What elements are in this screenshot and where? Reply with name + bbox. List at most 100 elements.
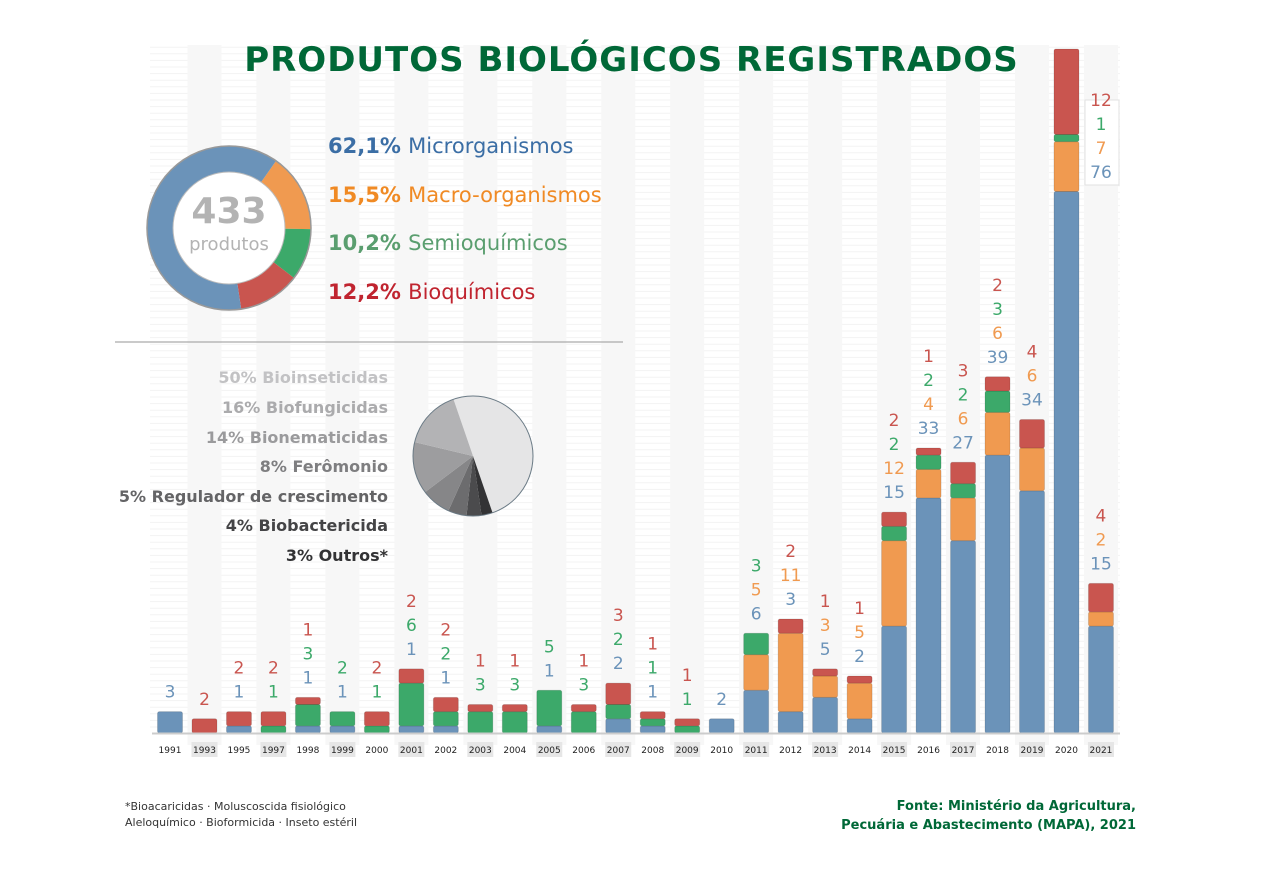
value-label-macro: 12 xyxy=(883,459,905,479)
pie-slice xyxy=(473,456,493,516)
donut-total-label: produtos xyxy=(189,234,269,255)
value-label-bioq: 2 xyxy=(785,542,796,562)
bar-segment-bioq xyxy=(260,711,287,727)
value-label-bioq: 12 xyxy=(1090,91,1112,111)
legend-name: Macro-organismos xyxy=(408,183,602,207)
bar-segment-bioq xyxy=(950,461,977,485)
x-tick-label: 2002 xyxy=(434,746,457,756)
x-tick-label: 1993 xyxy=(193,746,216,756)
bar-segment-microrganismos xyxy=(639,725,666,734)
bar-segment-semio xyxy=(570,711,597,734)
x-tick-label: 2020 xyxy=(1055,746,1078,756)
year-highlight xyxy=(191,742,218,757)
bar-group-2003: 3 1 2003 xyxy=(467,652,494,757)
value-label-semio: 2 xyxy=(613,630,624,650)
value-label-macro: 2 xyxy=(1096,530,1107,550)
x-tick-label: 1998 xyxy=(296,746,319,756)
bar-segment-macro xyxy=(812,675,839,698)
bar-segment-bioq xyxy=(777,618,804,634)
legend-macro-organismos: 15,5% Macro-organismos xyxy=(328,183,602,207)
bar-segment-semio xyxy=(260,725,287,734)
pie-slice xyxy=(414,399,473,456)
column-stripe xyxy=(601,45,636,745)
legend-pct: 12,2% xyxy=(328,280,401,304)
bar-segment-microrganismos xyxy=(605,718,632,734)
footnote: *Bioacaricidas · Moluscoscida fisiológic… xyxy=(125,799,357,831)
value-label-semio: 3 xyxy=(578,676,589,696)
value-label-bioq: 1 xyxy=(923,347,934,367)
bar-segment-microrganismos xyxy=(1053,191,1080,734)
value-label-microrganismos: 15 xyxy=(883,483,905,503)
value-label-microrganismos: 1 xyxy=(337,683,348,703)
bar-segment-microrganismos xyxy=(1087,625,1114,734)
year-highlight xyxy=(743,742,770,757)
bar-segment-semio xyxy=(915,454,942,470)
bar-group-2012: 3 11 2 2012 xyxy=(777,542,804,756)
value-label-macro: 3 xyxy=(820,616,831,636)
value-label-bioq: 2 xyxy=(371,659,382,679)
year-highlight xyxy=(398,742,425,757)
bar-segment-microrganismos xyxy=(950,540,977,734)
bar-group-2015: 15 12 2 2 2015 xyxy=(881,411,908,757)
bar-segment-microrganismos xyxy=(743,689,770,734)
value-label-microrganismos: 2 xyxy=(613,654,624,674)
column-stripe xyxy=(670,45,705,745)
bar-group-2013: 5 3 1 2013 xyxy=(812,592,839,757)
bar-group-2007: 2 2 3 2007 xyxy=(605,606,632,757)
value-label-macro: 6 xyxy=(1027,367,1038,387)
bar-segment-macro xyxy=(1087,611,1114,627)
value-label-microrganismos: 6 xyxy=(751,604,762,624)
bar-group-2014: 2 5 1 2014 xyxy=(846,599,873,756)
bar-segment-semio xyxy=(432,711,459,727)
bar-segment-bioq xyxy=(1019,419,1045,449)
value-label-semio: 3 xyxy=(509,676,520,696)
x-tick-label: 2021 xyxy=(1090,746,1113,756)
bar-segment-semio xyxy=(329,711,356,727)
bar-segment-bioq xyxy=(501,704,528,713)
x-tick-label: 1997 xyxy=(262,746,285,756)
bar-segment-bioq xyxy=(467,704,494,713)
pie-label: 3% Outros* xyxy=(285,546,388,565)
legend-pct: 15,5% xyxy=(328,183,401,207)
bar-segment-macro xyxy=(915,468,942,499)
value-label-semio: 5 xyxy=(544,637,555,657)
x-tick-label: 2005 xyxy=(538,746,561,756)
bar-segment-semio xyxy=(398,682,425,727)
value-label-bioq: 2 xyxy=(992,276,1003,296)
legend-name: Microrganismos xyxy=(408,134,574,158)
value-label-bioq: 3 xyxy=(613,606,624,626)
bar-segment-microrganismos xyxy=(157,711,183,734)
bar-segment-semio xyxy=(536,689,563,727)
x-tick-label: 2003 xyxy=(469,746,492,756)
value-label-microrganismos: 2 xyxy=(854,647,865,667)
value-label-macro: 7 xyxy=(1096,139,1107,159)
value-label-semio: 3 xyxy=(303,644,314,664)
value-label-semio: 1 xyxy=(1096,115,1107,135)
value-label-semio: 2 xyxy=(958,385,969,405)
legend-pct: 10,2% xyxy=(328,231,401,255)
bar-segment-microrganismos xyxy=(432,725,459,734)
x-tick-label: 2007 xyxy=(607,746,630,756)
pie-label: 4% Biobactericida xyxy=(225,516,388,535)
bar-group-2001: 1 6 2 2001 xyxy=(398,592,425,757)
bar-segment-macro xyxy=(984,411,1011,456)
bar-segment-bioq xyxy=(881,511,908,527)
bar-segment-bioq xyxy=(915,447,942,456)
column-stripe xyxy=(256,45,291,745)
value-label-bioq: 2 xyxy=(440,620,451,640)
value-label-semio: 3 xyxy=(992,300,1003,320)
bar-segment-bioq xyxy=(846,675,873,684)
value-label-bioq: 2 xyxy=(889,411,900,431)
x-tick-label: 2009 xyxy=(676,746,699,756)
x-tick-label: 1995 xyxy=(228,746,251,756)
bar-segment-bioq xyxy=(812,668,839,677)
pie-label: 5% Regulador de crescimento xyxy=(118,487,388,506)
value-label-semio: 1 xyxy=(371,683,382,703)
year-highlight xyxy=(329,742,356,757)
value-label-microrganismos: 27 xyxy=(952,433,974,453)
legend-semioquimicos: 10,2% Semioquímicos xyxy=(328,231,568,255)
bar-group-2018: 39 6 3 2 2018 xyxy=(984,276,1011,756)
value-label-bioq: 1 xyxy=(854,599,865,619)
x-tick-label: 2018 xyxy=(986,746,1009,756)
pie-label: 8% Ferômonio xyxy=(259,457,388,476)
